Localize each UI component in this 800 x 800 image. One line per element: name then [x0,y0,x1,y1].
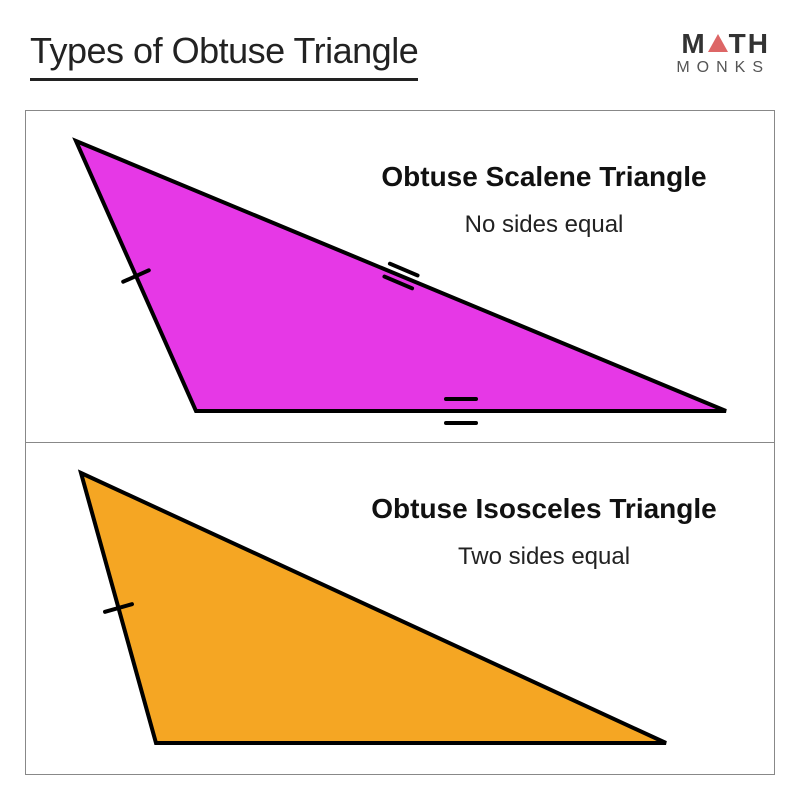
panel-isosceles-desc: Two sides equal [354,543,734,571]
panel-scalene: Obtuse Scalene Triangle No sides equal [26,111,774,443]
panel-scalene-desc: No sides equal [354,211,734,239]
panel-scalene-label: Obtuse Scalene Triangle No sides equal [354,161,734,239]
page-title: Types of Obtuse Triangle [30,30,418,81]
header: Types of Obtuse Triangle M TH MONKS [30,30,770,81]
logo-triangle-icon [708,34,728,52]
panel-isosceles: Obtuse Isosceles Triangle Two sides equa… [26,443,774,774]
logo-line-2: MONKS [676,60,770,76]
panel-scalene-title: Obtuse Scalene Triangle [354,161,734,193]
logo-m: M [681,28,706,59]
panels-container: Obtuse Scalene Triangle No sides equal O… [25,110,775,775]
logo-th: TH [729,28,770,59]
logo: M TH MONKS [676,30,770,76]
logo-line-1: M TH [676,30,770,58]
panel-isosceles-title: Obtuse Isosceles Triangle [354,493,734,525]
panel-isosceles-label: Obtuse Isosceles Triangle Two sides equa… [354,493,734,571]
